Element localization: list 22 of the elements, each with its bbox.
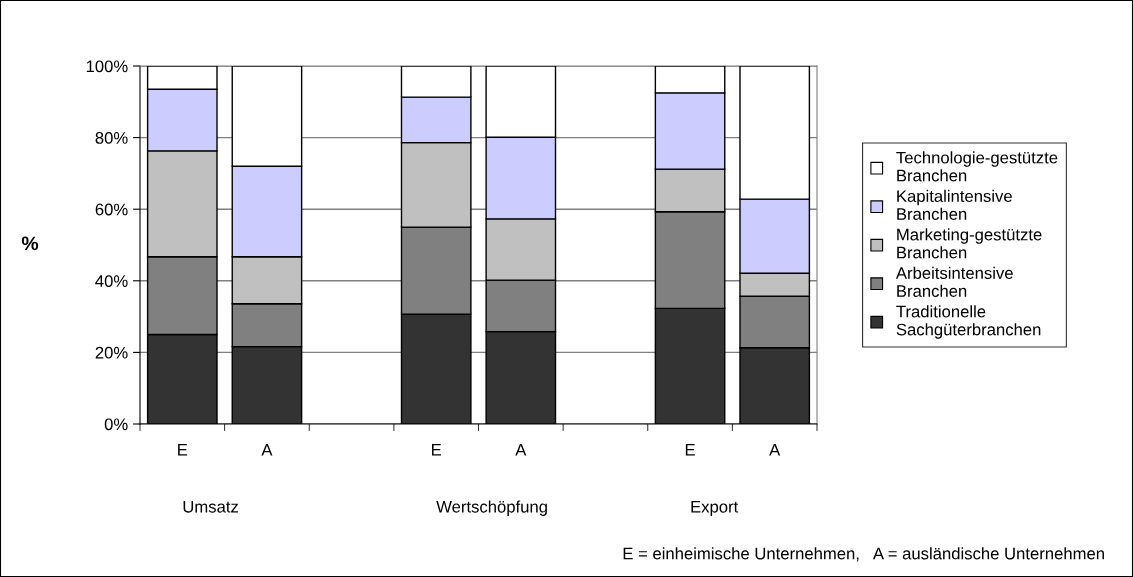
text: Umsatz [183,501,238,513]
legend-label: Arbeitsintensive Branchen [895,266,1013,297]
text: E = einheimische Unternehmen, A = ausländische Unternehmen [623,547,1104,562]
y-tick-label: 20% [95,346,128,359]
x-tick-label: A [515,444,527,456]
legend-label: Technologie-gestützte Branchen [896,151,1058,182]
y-axis-title: % [21,236,39,251]
x-tick-label: A [261,444,273,456]
legend-label: Kapitalintensive Branchen [897,189,1012,220]
y-tick-label: 100% [86,60,128,73]
legend-label: Marketing-gestützte Branchen [897,228,1042,259]
y-tick-label: 60% [95,203,128,216]
y-tick-label: 80% [95,132,128,144]
y-tick-label: 40% [95,275,128,287]
legend-label: Traditionelle Sachgüterbranchen [896,305,1041,339]
x-tick-label: E [432,444,442,456]
x-tick-label: E [685,444,695,456]
y-tick-label: 0% [104,418,128,431]
x-tick-label: A [769,444,781,456]
x-tick-label: E [178,444,188,456]
text: Export [691,501,739,516]
text: Wertschöpfung [436,500,547,516]
